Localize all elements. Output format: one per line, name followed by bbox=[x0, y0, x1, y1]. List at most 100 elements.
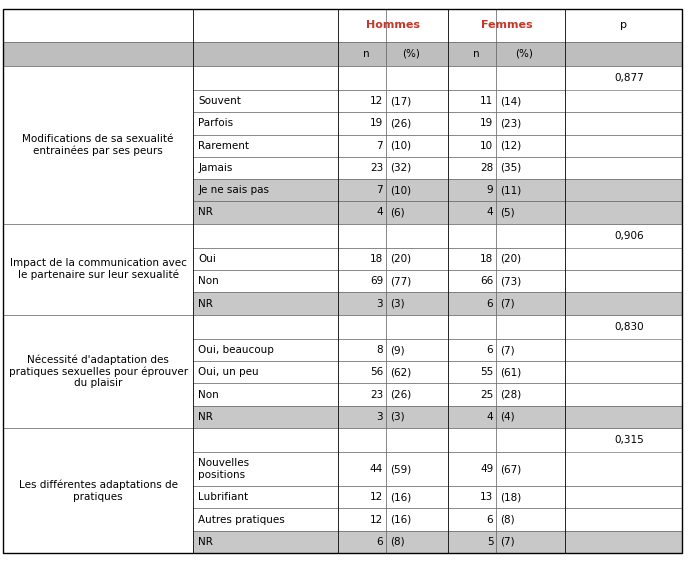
Bar bbox=[386, 406, 448, 428]
Text: 19: 19 bbox=[480, 119, 493, 128]
Bar bbox=[338, 179, 386, 201]
Bar bbox=[565, 383, 682, 406]
Text: (7): (7) bbox=[500, 537, 515, 547]
Bar bbox=[386, 135, 448, 157]
Text: (61): (61) bbox=[500, 367, 522, 377]
Bar bbox=[338, 383, 386, 406]
Text: 0,830: 0,830 bbox=[615, 322, 644, 332]
Text: Oui, beaucoup: Oui, beaucoup bbox=[198, 345, 274, 355]
Bar bbox=[565, 9, 682, 41]
Bar bbox=[193, 223, 338, 248]
Bar bbox=[193, 292, 338, 315]
Text: 28: 28 bbox=[480, 163, 493, 173]
Bar bbox=[193, 428, 338, 452]
Text: 10: 10 bbox=[480, 140, 493, 151]
Text: Nouvelles
positions: Nouvelles positions bbox=[198, 458, 249, 480]
Bar bbox=[448, 223, 496, 248]
Bar bbox=[565, 135, 682, 157]
Text: Impact de la communication avec
le partenaire sur leur sexualité: Impact de la communication avec le parte… bbox=[10, 258, 187, 280]
Bar bbox=[193, 508, 338, 531]
Text: 18: 18 bbox=[480, 254, 493, 264]
Bar bbox=[386, 428, 448, 452]
Bar bbox=[496, 531, 565, 553]
Bar bbox=[338, 66, 386, 90]
Bar bbox=[386, 248, 448, 270]
Bar bbox=[386, 270, 448, 292]
Bar bbox=[565, 339, 682, 361]
Bar bbox=[448, 428, 496, 452]
Bar bbox=[496, 135, 565, 157]
Bar bbox=[565, 486, 682, 508]
Bar bbox=[193, 66, 338, 90]
Text: 7: 7 bbox=[376, 185, 383, 195]
Bar bbox=[565, 201, 682, 223]
Bar bbox=[193, 41, 338, 66]
Text: 12: 12 bbox=[370, 96, 383, 106]
Text: 25: 25 bbox=[480, 390, 493, 399]
Text: NR: NR bbox=[198, 537, 214, 547]
Text: 3: 3 bbox=[376, 299, 383, 308]
Text: 55: 55 bbox=[480, 367, 493, 377]
Text: 56: 56 bbox=[370, 367, 383, 377]
Bar bbox=[386, 486, 448, 508]
Bar bbox=[448, 406, 496, 428]
Text: Hommes: Hommes bbox=[366, 20, 420, 30]
Bar bbox=[193, 315, 338, 339]
Text: 23: 23 bbox=[370, 163, 383, 173]
Bar bbox=[496, 270, 565, 292]
Text: 4: 4 bbox=[486, 207, 493, 218]
Bar bbox=[386, 112, 448, 135]
Text: 11: 11 bbox=[480, 96, 493, 106]
Text: Lubrifiant: Lubrifiant bbox=[198, 492, 249, 503]
Bar bbox=[496, 223, 565, 248]
Text: 12: 12 bbox=[370, 515, 383, 524]
Bar bbox=[193, 9, 338, 41]
Text: Femmes: Femmes bbox=[481, 20, 532, 30]
Bar bbox=[496, 383, 565, 406]
Bar bbox=[193, 270, 338, 292]
Text: 0,877: 0,877 bbox=[615, 73, 644, 83]
Bar bbox=[448, 248, 496, 270]
Bar bbox=[3, 66, 193, 223]
Text: Non: Non bbox=[198, 390, 219, 399]
Text: 6: 6 bbox=[486, 515, 493, 524]
Bar bbox=[193, 179, 338, 201]
Bar bbox=[338, 223, 386, 248]
Bar bbox=[193, 452, 338, 486]
Bar bbox=[448, 201, 496, 223]
Text: 12: 12 bbox=[370, 492, 383, 503]
Bar bbox=[386, 452, 448, 486]
Text: Modifications de sa sexualité
entrainées par ses peurs: Modifications de sa sexualité entrainées… bbox=[23, 134, 174, 156]
Text: (20): (20) bbox=[390, 254, 411, 264]
Bar bbox=[338, 339, 386, 361]
Text: 6: 6 bbox=[486, 299, 493, 308]
Bar bbox=[338, 292, 386, 315]
Bar bbox=[193, 201, 338, 223]
Bar bbox=[496, 66, 565, 90]
Bar bbox=[448, 90, 496, 112]
Text: 0,906: 0,906 bbox=[615, 231, 644, 241]
Bar bbox=[448, 383, 496, 406]
Text: Rarement: Rarement bbox=[198, 140, 249, 151]
Text: (14): (14) bbox=[500, 96, 522, 106]
Bar bbox=[565, 508, 682, 531]
Text: 23: 23 bbox=[370, 390, 383, 399]
Bar bbox=[496, 292, 565, 315]
Bar bbox=[496, 248, 565, 270]
Bar bbox=[496, 361, 565, 383]
Text: 3: 3 bbox=[376, 412, 383, 422]
Bar bbox=[386, 90, 448, 112]
Text: (%): (%) bbox=[515, 49, 533, 58]
Bar bbox=[565, 315, 682, 428]
Text: (4): (4) bbox=[500, 412, 515, 422]
Bar bbox=[565, 157, 682, 179]
Text: 49: 49 bbox=[480, 464, 493, 474]
Text: (7): (7) bbox=[500, 345, 515, 355]
Bar bbox=[565, 41, 682, 66]
Text: 8: 8 bbox=[376, 345, 383, 355]
Bar bbox=[565, 361, 682, 383]
Text: Oui, un peu: Oui, un peu bbox=[198, 367, 259, 377]
Bar bbox=[496, 315, 565, 339]
Bar bbox=[338, 201, 386, 223]
Bar bbox=[496, 9, 565, 41]
